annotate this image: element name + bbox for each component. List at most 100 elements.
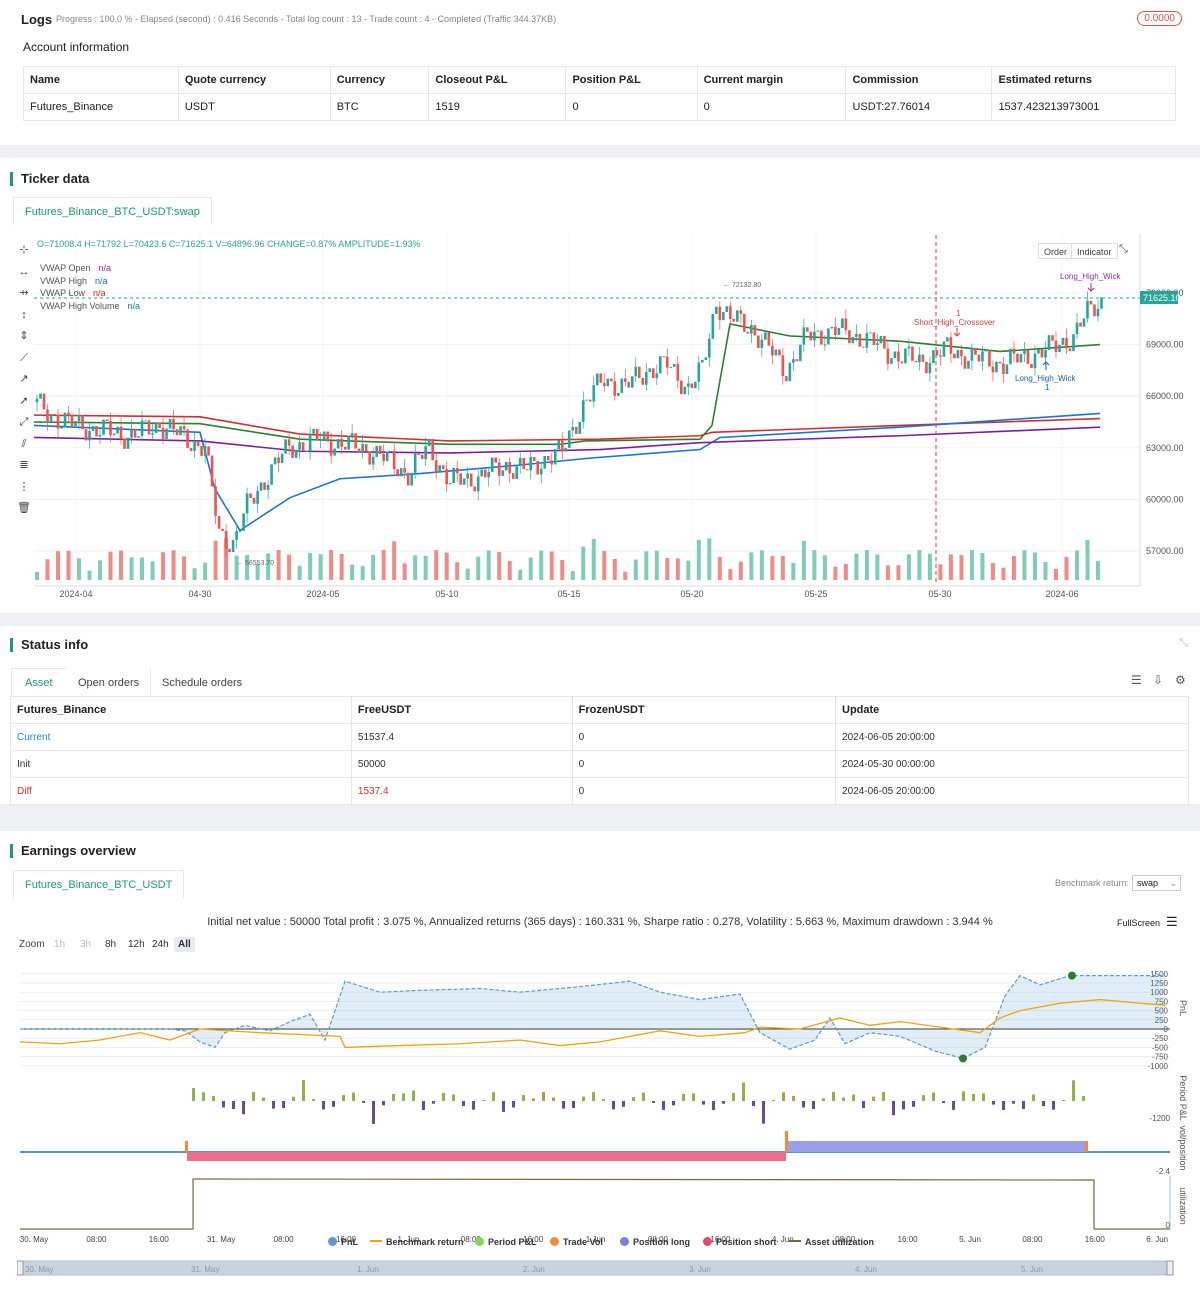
navigator-bar[interactable]: 30. May 31. May 1. Jun 2. Jun 3. Jun 4. Jun 5.… <box>17 1259 1177 1279</box>
volume-bar <box>119 550 124 580</box>
candle-body <box>336 438 340 449</box>
indicator-legend-item[interactable]: VWAP High Volume n/a <box>40 300 140 313</box>
candle-body <box>1009 348 1012 365</box>
tab-open-orders[interactable]: Open orders <box>66 668 152 696</box>
zoom-option-12h[interactable]: 12h <box>128 939 145 950</box>
indicator-name: VWAP High <box>40 275 88 286</box>
menu-icon[interactable]: ☰ <box>1166 914 1178 929</box>
vertical-line-tool-icon[interactable]: ↕ <box>21 308 27 321</box>
download-icon[interactable]: ⇩ <box>1153 673 1164 687</box>
candle-body <box>179 426 182 436</box>
candlestick-chart[interactable]: 72000.0069000.0066000.0063000.0060000.00… <box>0 230 1200 610</box>
period-pnl-bar <box>1062 1099 1065 1101</box>
period-pnl-bar <box>492 1092 495 1101</box>
legend-item[interactable]: Trade Vol <box>550 1237 603 1247</box>
volume-bar <box>339 553 344 580</box>
fibonacci-tool-icon[interactable]: ≣ <box>19 459 29 471</box>
pnl-area-fill <box>20 975 1165 1059</box>
ticker-tab[interactable]: Futures_Binance_BTC_USDT:swap <box>13 197 212 225</box>
legend-item[interactable]: Period P&L <box>475 1237 537 1247</box>
candle-body <box>701 359 704 363</box>
legend-item[interactable]: Asset utilization <box>789 1237 874 1247</box>
candle-body <box>662 356 666 358</box>
legend-item[interactable]: Position long <box>620 1237 690 1247</box>
volume-bar <box>255 563 260 580</box>
legend-item[interactable]: Position short <box>703 1237 777 1247</box>
time-tick-label: 1 Jun <box>586 1235 606 1244</box>
volume-bar <box>1095 560 1100 580</box>
candle-body <box>739 310 743 314</box>
tab-asset[interactable]: Asset <box>11 668 67 696</box>
delete-drawings-icon[interactable]: 🗑 <box>17 502 31 514</box>
indicator-legend-item[interactable]: VWAP Low n/a <box>40 287 140 300</box>
volume-bar <box>959 555 964 580</box>
collapse-status-icon[interactable]: ⤡ <box>1179 637 1188 649</box>
fullscreen-chart-icon[interactable]: ⤡ <box>1119 243 1128 255</box>
volume-bar <box>801 540 806 580</box>
period-pnl-bar <box>1052 1101 1055 1110</box>
candle-body <box>312 428 315 434</box>
fullscreen-button[interactable]: FullScreen <box>1117 918 1161 928</box>
period-pnl-bar <box>432 1101 435 1104</box>
horizontal-ray-tool-icon[interactable]: ⇸ <box>19 287 29 299</box>
candle-body <box>53 414 56 416</box>
order-button[interactable]: Order <box>1038 243 1074 259</box>
zoom-option-8h[interactable]: 8h <box>105 939 117 950</box>
period-pnl-bar <box>672 1101 675 1106</box>
time-tick-label: 4. Jun <box>772 1235 794 1244</box>
candle-body <box>897 351 900 362</box>
volume-bar <box>371 554 376 580</box>
zoom-option-3h[interactable]: 3h <box>80 939 92 950</box>
candle-body <box>872 332 876 346</box>
arrow-tool-icon[interactable]: ➚ <box>19 394 29 407</box>
zoom-option-1h[interactable]: 1h <box>54 939 66 950</box>
candle-body <box>900 361 904 364</box>
indicator-legend-item[interactable]: VWAP Open n/a <box>40 262 140 275</box>
volume-bar <box>444 552 449 580</box>
legend-marker <box>328 1237 337 1246</box>
earnings-chart[interactable]: 1500125010007505002500-250-500-750-1000P… <box>0 958 1200 1283</box>
legend-item[interactable]: PnL <box>328 1237 358 1247</box>
period-pnl-bar <box>592 1092 595 1101</box>
measure-tool-icon[interactable]: ⋮ <box>18 480 30 493</box>
trend-line-tool-icon[interactable]: ⟋ <box>20 351 28 364</box>
legend-item[interactable]: Benchmark return <box>370 1237 464 1247</box>
list-icon[interactable]: ☰ <box>1131 673 1142 687</box>
tab-schedule-orders[interactable]: Schedule orders <box>150 668 255 696</box>
candle-body <box>655 373 659 379</box>
vertical-segment-tool-icon[interactable]: ⇕ <box>19 330 29 342</box>
status-cell: 1537.4 <box>350 777 573 805</box>
horizontal-line-tool-icon[interactable]: ↔ <box>18 265 30 278</box>
volume-bar <box>896 565 901 580</box>
zoom-option-24h[interactable]: 24h <box>152 939 169 950</box>
crosshair-tool-icon[interactable]: ⊹ <box>19 244 29 256</box>
candle-body <box>946 337 949 342</box>
candle-body <box>998 361 1002 364</box>
parallel-channel-tool-icon[interactable]: ⫽ <box>21 437 27 450</box>
volume-bar <box>87 570 92 580</box>
earnings-tab[interactable]: Futures_Binance_BTC_USDT <box>13 870 185 898</box>
account-header-cell: Commission <box>845 66 993 94</box>
candle-body <box>60 426 63 429</box>
ray-tool-icon[interactable]: ↗ <box>19 373 29 385</box>
time-tick-label: 16:00 <box>710 1235 731 1244</box>
period-pnl-bar <box>702 1101 705 1105</box>
trade-vol-bar <box>185 1141 188 1152</box>
candle-body <box>357 448 361 453</box>
status-cell: 0 <box>571 750 837 778</box>
indicator-button[interactable]: Indicator <box>1071 243 1118 259</box>
account-header-cell: Current margin <box>696 66 847 94</box>
volume-bar <box>1085 539 1090 580</box>
candle-body <box>210 455 214 487</box>
benchmark-select[interactable]: swap ⌄ <box>1132 875 1181 891</box>
logs-badge[interactable]: 0.0000 <box>1137 11 1182 26</box>
zoom-option-All[interactable]: All <box>174 937 195 952</box>
price-tick-label: 63000.00 <box>1146 443 1184 453</box>
candle-body <box>914 360 918 363</box>
candle-body <box>154 422 158 434</box>
price-line-tool-icon[interactable]: ⤢ <box>19 416 29 428</box>
settings-gear-icon[interactable]: ⚙ <box>1175 673 1186 687</box>
period-pnl-bar <box>202 1092 205 1101</box>
status-row: Init 50000 0 2024-05-30 00:00:00 <box>10 750 1189 778</box>
indicator-legend-item[interactable]: VWAP High n/a <box>40 275 140 288</box>
